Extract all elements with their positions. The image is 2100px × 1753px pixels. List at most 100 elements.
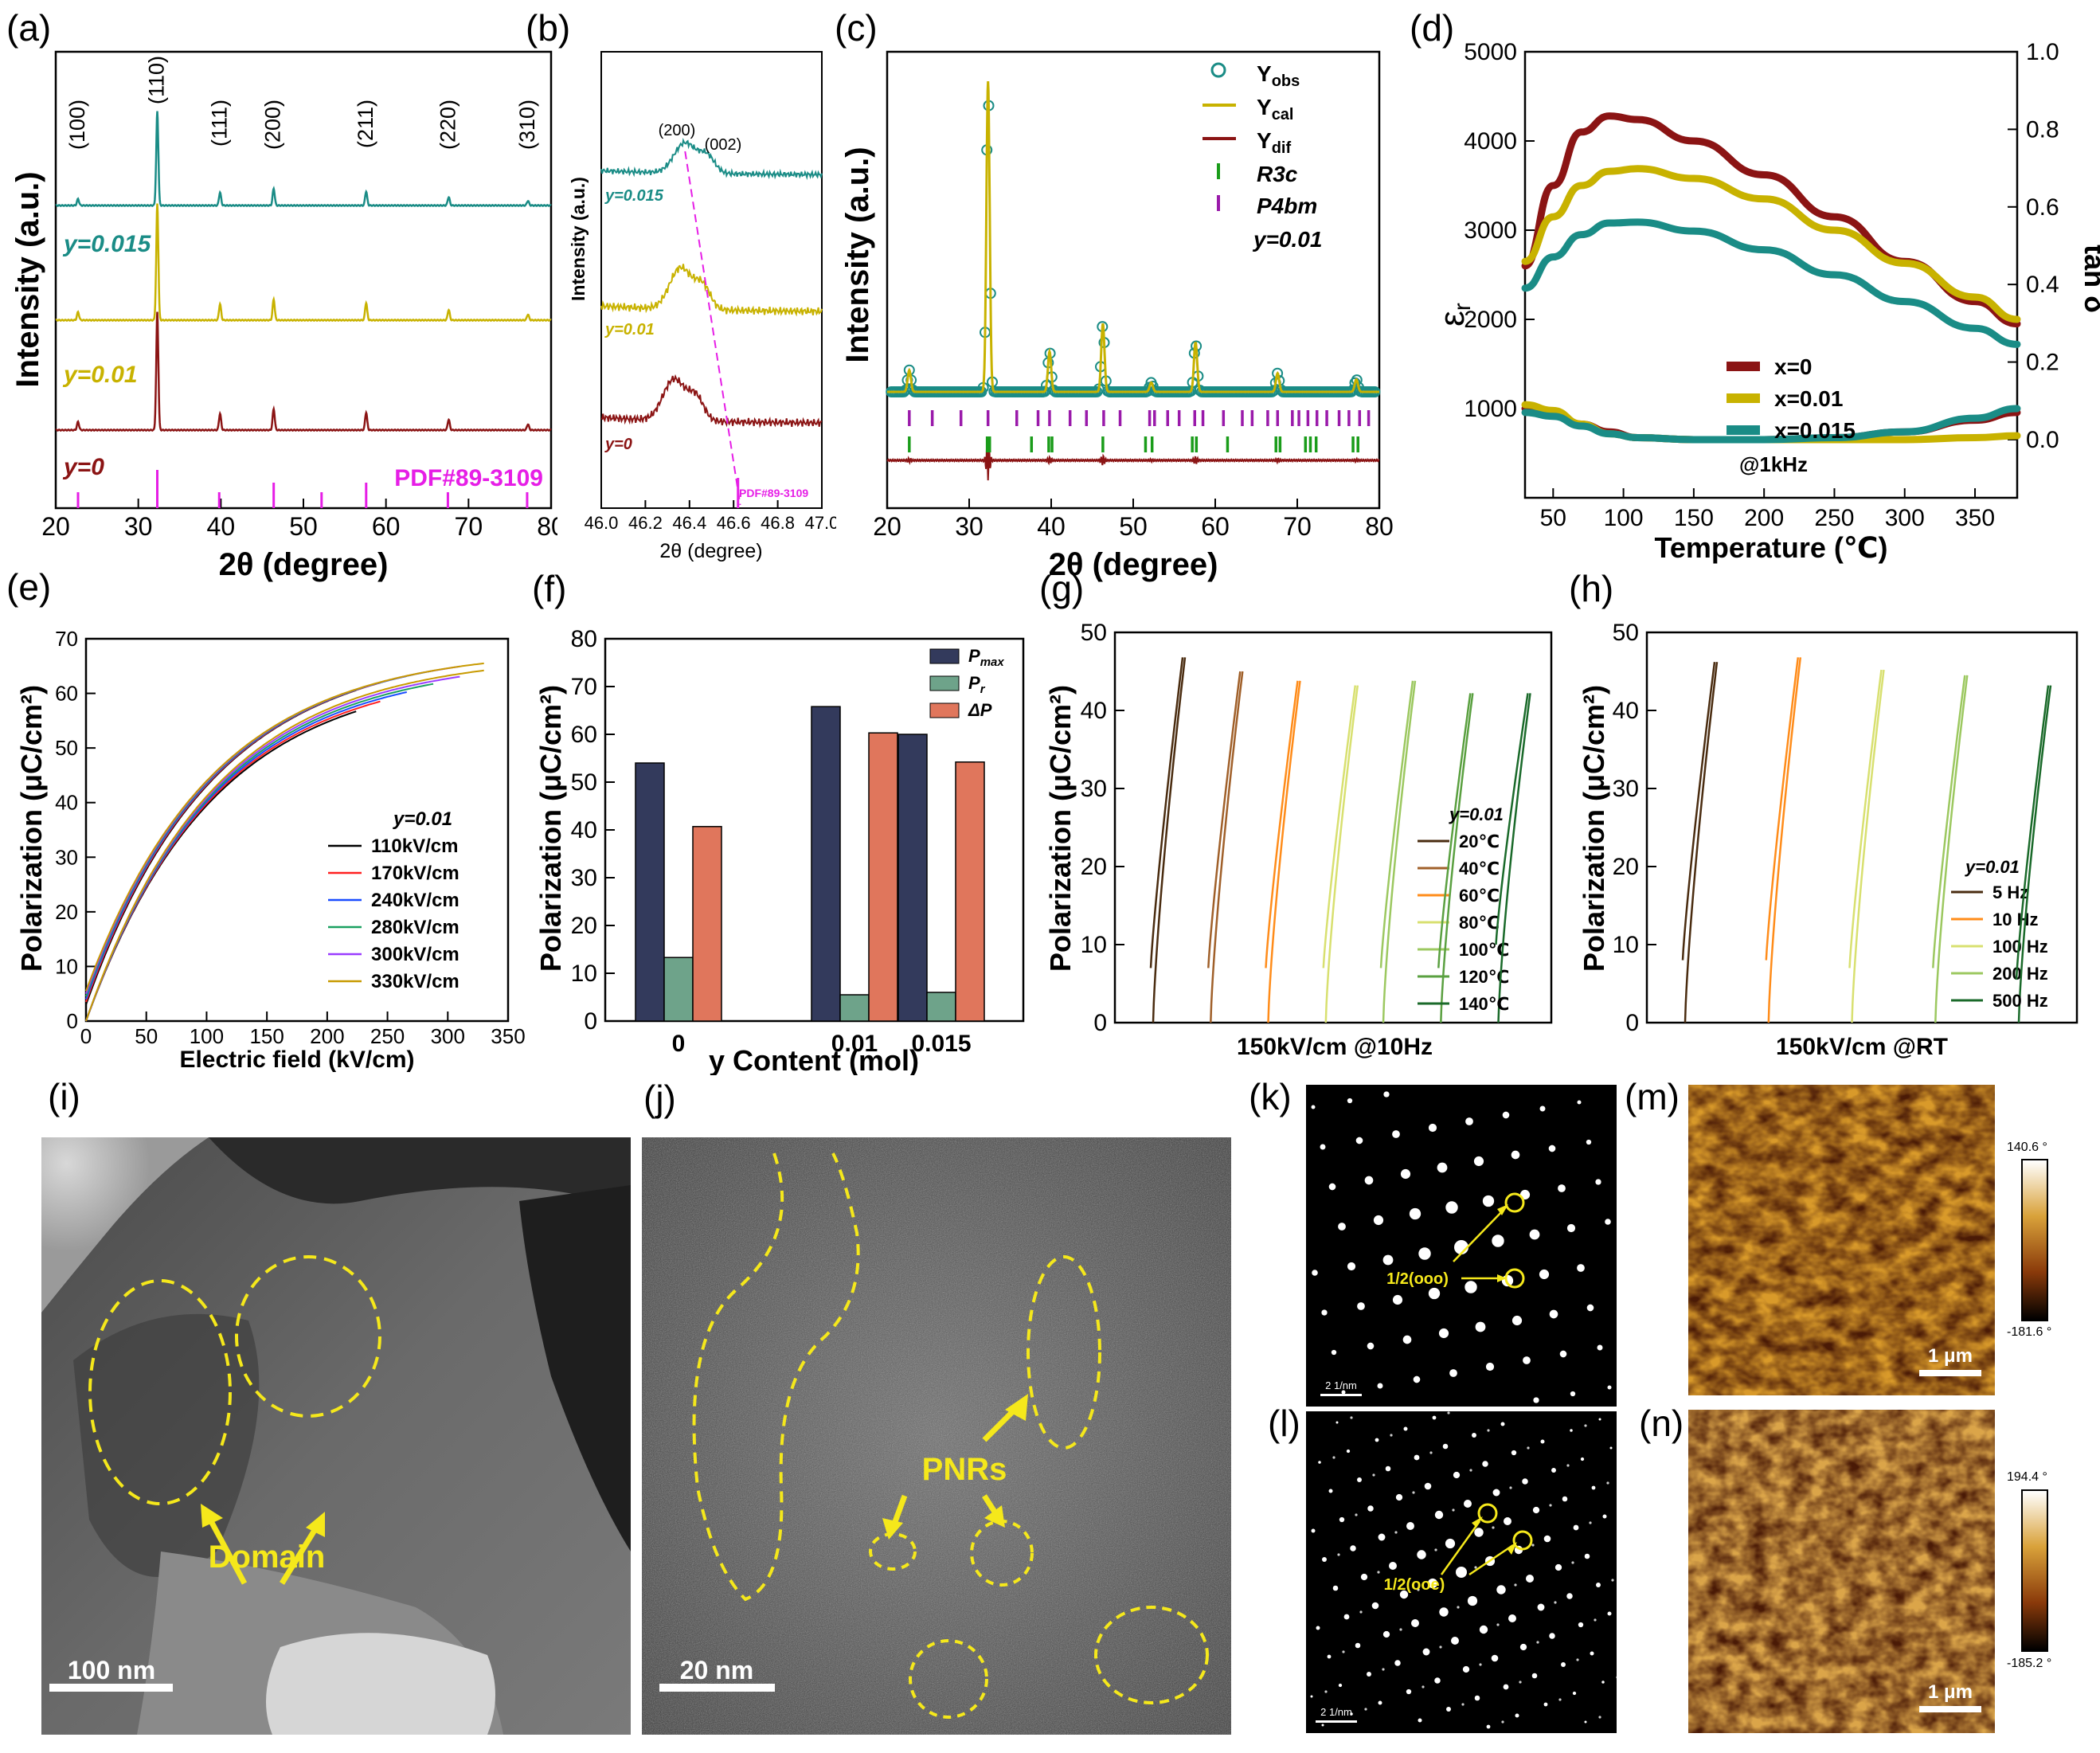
panel-label-f: (f) (532, 568, 567, 609)
saed-l-spot-weak (1399, 1628, 1402, 1631)
saed-k-spot (1577, 1264, 1585, 1272)
saed-l-spot (1350, 1712, 1353, 1716)
chart-d-ylabel: εr (1433, 303, 1476, 327)
chart-c-xtick-label-1: 30 (955, 512, 984, 541)
panel-label-i: (i) (48, 1076, 80, 1117)
chart-b-ylabel: Intensity (a.u.) (568, 177, 589, 301)
saed-k-annotation: 1/2(ooo) (1386, 1270, 1449, 1288)
hrtem-j-annotation: PNRs (922, 1452, 1007, 1487)
chart-a-frame (54, 50, 553, 510)
chart-f-bar-1-1 (839, 994, 870, 1022)
saed-l-spot (1418, 1718, 1422, 1723)
chart-b-shift-line (684, 151, 741, 506)
saed-l-spot (1601, 1681, 1605, 1684)
chart-h-ylabel: Polarization (μC/cm²) (1578, 685, 1610, 972)
chart-g-legend-1: 40℃ (1459, 859, 1500, 878)
saed-l-spot-weak (1412, 1491, 1415, 1494)
saed-l-spot-weak (1447, 1411, 1450, 1415)
saed-l-spot-weak (1531, 1544, 1535, 1547)
chart-h-loop-down-1 (1765, 657, 1800, 961)
pfm-m-scalebar-label: 1 μm (1928, 1345, 1973, 1367)
saed-l-spot (1394, 1660, 1401, 1666)
saed-l-spot-weak (1509, 1486, 1512, 1489)
chart-h-ytick-label-3: 30 (1613, 776, 1639, 802)
chart-d-xlabel: Temperature (℃) (1655, 531, 1888, 564)
saed-l-spot (1573, 1524, 1579, 1531)
saed-l-spot (1462, 1665, 1470, 1673)
chart-d-annotation: @1kHz (1739, 452, 1808, 476)
chart-f-bar-2-2 (955, 761, 985, 1022)
saed-l-spot (1378, 1700, 1382, 1705)
chart-a-series-0 (55, 111, 552, 207)
chart-b-series-2-label: y=0 (604, 436, 632, 453)
saed-l-spot-weak (1571, 1561, 1574, 1564)
saed-k-spot (1445, 1201, 1458, 1214)
chart-d-eps-series-2 (1521, 218, 2021, 348)
saed-l-spot (1434, 1510, 1444, 1520)
chart-a-ylabel: Intensity (a.u.) (10, 171, 45, 387)
saed-l-spot (1321, 1724, 1324, 1727)
saed-k-spot (1586, 1304, 1594, 1312)
saed-l-spot-weak (1616, 1676, 1617, 1679)
saed-l-spot (1311, 1528, 1316, 1533)
saed-l-spot (1339, 1516, 1345, 1523)
chart-f-ytick-label-6: 60 (571, 722, 597, 748)
saed-l-spot-weak (1566, 1464, 1570, 1467)
chart-d-frame (1523, 50, 2019, 499)
chart-g-legend-3: 80℃ (1459, 913, 1500, 933)
chart-c-xtick-label-2: 40 (1037, 512, 1066, 541)
saed-l-spot (1378, 1533, 1386, 1541)
chart-c-dif-series (886, 445, 1380, 481)
chart-e-ytick-label-1: 10 (55, 954, 78, 978)
saed-k-spot (1502, 1111, 1510, 1119)
saed-l-spot (1591, 1485, 1596, 1490)
saed-k-spot (1373, 1215, 1384, 1226)
saed-l-spot-weak (1479, 1663, 1482, 1666)
chart-b-frame (600, 51, 823, 509)
saed-k-spot (1392, 1294, 1403, 1305)
panel-label-d: (d) (1410, 7, 1455, 49)
saed-l-spot (1532, 1506, 1540, 1514)
saed-l-spot (1496, 1585, 1506, 1595)
chart-d-tan-series-2 (1521, 405, 2021, 444)
chart-a-series-1-label: y=0.01 (62, 362, 138, 388)
chart-g-loop-down-5 (1437, 693, 1472, 968)
pfm-m-cbar-min: -181.6 ° (2007, 1325, 2052, 1339)
panel-label-a: (a) (6, 7, 52, 49)
saed-k-spot (1438, 1328, 1449, 1339)
chart-f: 0 10 20 30 40 50 60 70 80 0 0.01 0.015 Polarization… (534, 626, 1025, 1075)
chart-a-peak-label-0: (100) (65, 100, 89, 150)
saed-k-spot (1312, 1270, 1318, 1276)
chart-f-ytick-label-0: 0 (584, 1008, 597, 1035)
saed-k-spot (1400, 1168, 1411, 1180)
panel-label-c: (c) (835, 7, 878, 49)
saed-k-spot (1311, 1105, 1316, 1109)
saed-l-spot-weak (1355, 1513, 1358, 1516)
saed-l-spot-weak (1377, 1571, 1380, 1574)
chart-h-legend-1: 10 Hz (1992, 910, 2038, 929)
pfm-n-scalebar-label: 1 μm (1928, 1681, 1973, 1703)
saed-l-spot (1357, 1477, 1362, 1482)
chart-g-loop-up-4 (1382, 680, 1417, 1023)
chart-f-legend-swatch-0 (929, 648, 960, 664)
saed-l-spot-weak (1382, 1668, 1385, 1671)
saed-l-spot (1580, 1457, 1585, 1461)
saed-k-spot (1511, 1315, 1523, 1326)
chart-b-series-2 (600, 374, 823, 428)
saed-k-spot (1355, 1137, 1363, 1145)
saed-k-spot (1539, 1269, 1550, 1280)
panel-label-n: (n) (1639, 1403, 1684, 1444)
saed-l-spot (1316, 1626, 1320, 1630)
saed-l-spot-weak (1452, 1508, 1455, 1512)
saed-l-spot (1382, 1630, 1390, 1638)
chart-e-legend-title: y=0.01 (393, 808, 452, 830)
chart-c-xlabel: 2θ (degree) (1049, 547, 1218, 582)
saed-l-spot (1338, 1683, 1343, 1688)
saed-k-spot (1377, 1383, 1383, 1389)
saed-l-spot (1335, 1421, 1339, 1424)
chart-b-annot-200: (200) (659, 122, 696, 139)
chart-g-loop-down-0 (1149, 657, 1184, 968)
saed-k-spot (1485, 1362, 1495, 1371)
chart-d-legend-0: x=0 (1774, 354, 1813, 379)
